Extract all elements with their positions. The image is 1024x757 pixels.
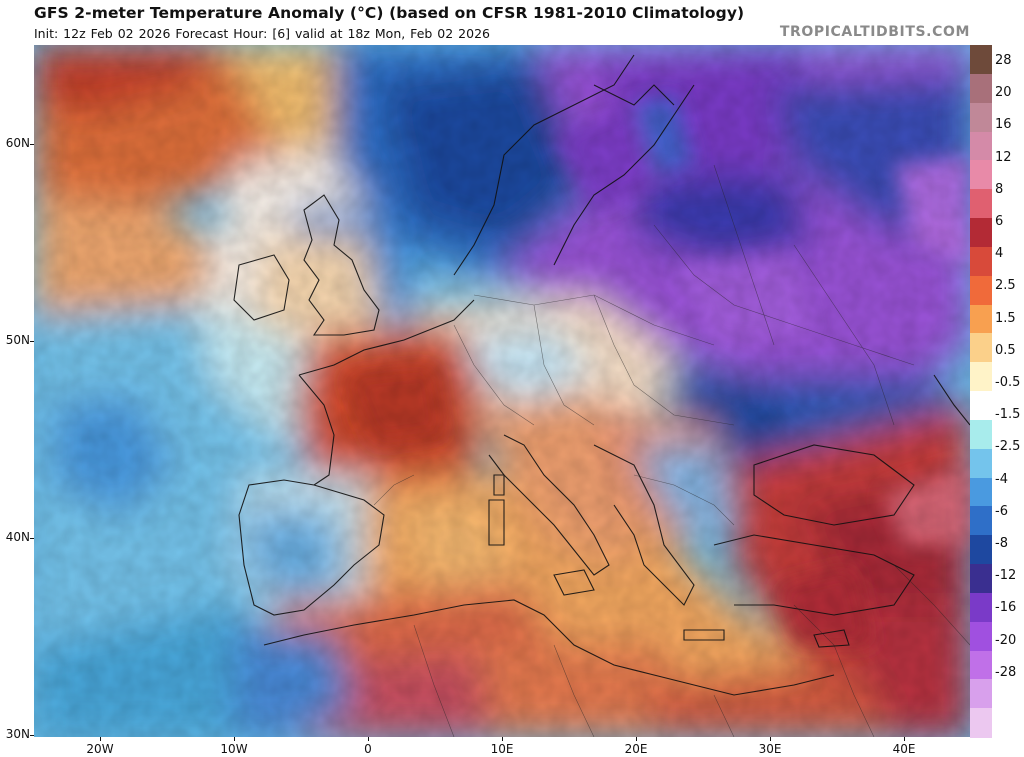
- colorbar-label: -16: [995, 600, 1017, 616]
- map-title: GFS 2-meter Temperature Anomaly (°C) (ba…: [34, 4, 745, 22]
- lat-tick-label: 40N: [5, 529, 30, 544]
- colorbar-swatch: [970, 448, 992, 479]
- colorbar-label: -12: [995, 568, 1017, 584]
- colorbar-swatch: [970, 131, 992, 161]
- lon-tick: [904, 737, 905, 741]
- lon-tick: [502, 737, 503, 741]
- lat-tick: [30, 143, 34, 145]
- colorbar-label: -28: [995, 664, 1017, 680]
- colorbar-label: 1.5: [995, 310, 1016, 326]
- colorbar-label: -0.5: [995, 375, 1021, 390]
- country-borders: [373, 164, 970, 737]
- colorbar-label: 2.5: [995, 278, 1016, 294]
- colorbar-swatch: [970, 333, 992, 363]
- lon-tick-label: 10E: [490, 742, 514, 756]
- colorbar-label: 28: [995, 53, 1012, 68]
- colorbar-swatch: [970, 189, 992, 219]
- lon-tick-label: 10W: [220, 742, 248, 756]
- temperature-anomaly-map[interactable]: [34, 45, 970, 737]
- colorbar-label: -1.5: [995, 407, 1021, 423]
- colorbar-swatch: [970, 246, 992, 277]
- lon-tick-label: 20E: [624, 742, 648, 756]
- lon-tick-label: 40E: [892, 742, 916, 756]
- colorbar-swatch: [970, 506, 992, 536]
- colorbar-swatch: [970, 477, 992, 507]
- lat-tick-label: 60N: [5, 135, 30, 150]
- colorbar-swatch: [970, 304, 992, 334]
- colorbar-swatch: [970, 362, 992, 392]
- lat-tick-label: 50N: [5, 332, 30, 347]
- lat-tick: [30, 734, 34, 736]
- coastlines: [233, 54, 970, 696]
- colorbar-swatch: [970, 708, 992, 738]
- colorbar-label: -8: [995, 536, 1008, 551]
- lon-tick-label: 30E: [758, 742, 782, 756]
- colorbar: [970, 45, 992, 738]
- colorbar-swatch: [970, 535, 992, 565]
- colorbar-swatch: [970, 102, 992, 133]
- lon-tick: [234, 737, 235, 741]
- lon-tick-label: 0: [364, 742, 372, 756]
- anomaly-field: [34, 45, 970, 737]
- lon-tick: [100, 737, 101, 741]
- colorbar-swatch: [970, 592, 992, 623]
- colorbar-label: 8: [995, 181, 1004, 197]
- colorbar-label: 20: [995, 85, 1012, 101]
- colorbar-label: 0.5: [995, 342, 1016, 358]
- lat-tick-label: 30N: [5, 726, 30, 741]
- colorbar-label: 12: [995, 149, 1012, 165]
- lat-tick: [30, 537, 34, 539]
- colorbar-label: -4: [995, 471, 1008, 487]
- brand-watermark[interactable]: TROPICALTIDBITS.COM: [779, 24, 970, 40]
- colorbar-swatch: [970, 275, 992, 306]
- map-subtitle: Init: 12z Feb 02 2026 Forecast Hour: [6]…: [34, 26, 490, 41]
- lat-tick: [30, 340, 34, 342]
- colorbar-label: 16: [995, 117, 1012, 133]
- colorbar-swatch: [970, 218, 992, 248]
- lon-tick-label: 20W: [86, 742, 114, 756]
- colorbar-swatch: [970, 73, 992, 104]
- colorbar-swatch: [970, 391, 992, 421]
- colorbar-label: -2.5: [995, 439, 1021, 455]
- colorbar-swatch: [970, 564, 992, 594]
- colorbar-swatch: [970, 160, 992, 190]
- colorbar-swatch: [970, 650, 992, 680]
- colorbar-label: -6: [995, 503, 1008, 519]
- lon-tick: [368, 737, 369, 741]
- colorbar-label: 6: [995, 214, 1004, 229]
- lon-tick: [770, 737, 771, 741]
- colorbar-label: -20: [995, 632, 1017, 648]
- colorbar-swatch: [970, 679, 992, 709]
- colorbar-swatch: [970, 45, 992, 75]
- colorbar-swatch: [970, 419, 992, 450]
- lon-tick: [636, 737, 637, 741]
- colorbar-swatch: [970, 621, 992, 652]
- colorbar-label: 4: [995, 246, 1004, 262]
